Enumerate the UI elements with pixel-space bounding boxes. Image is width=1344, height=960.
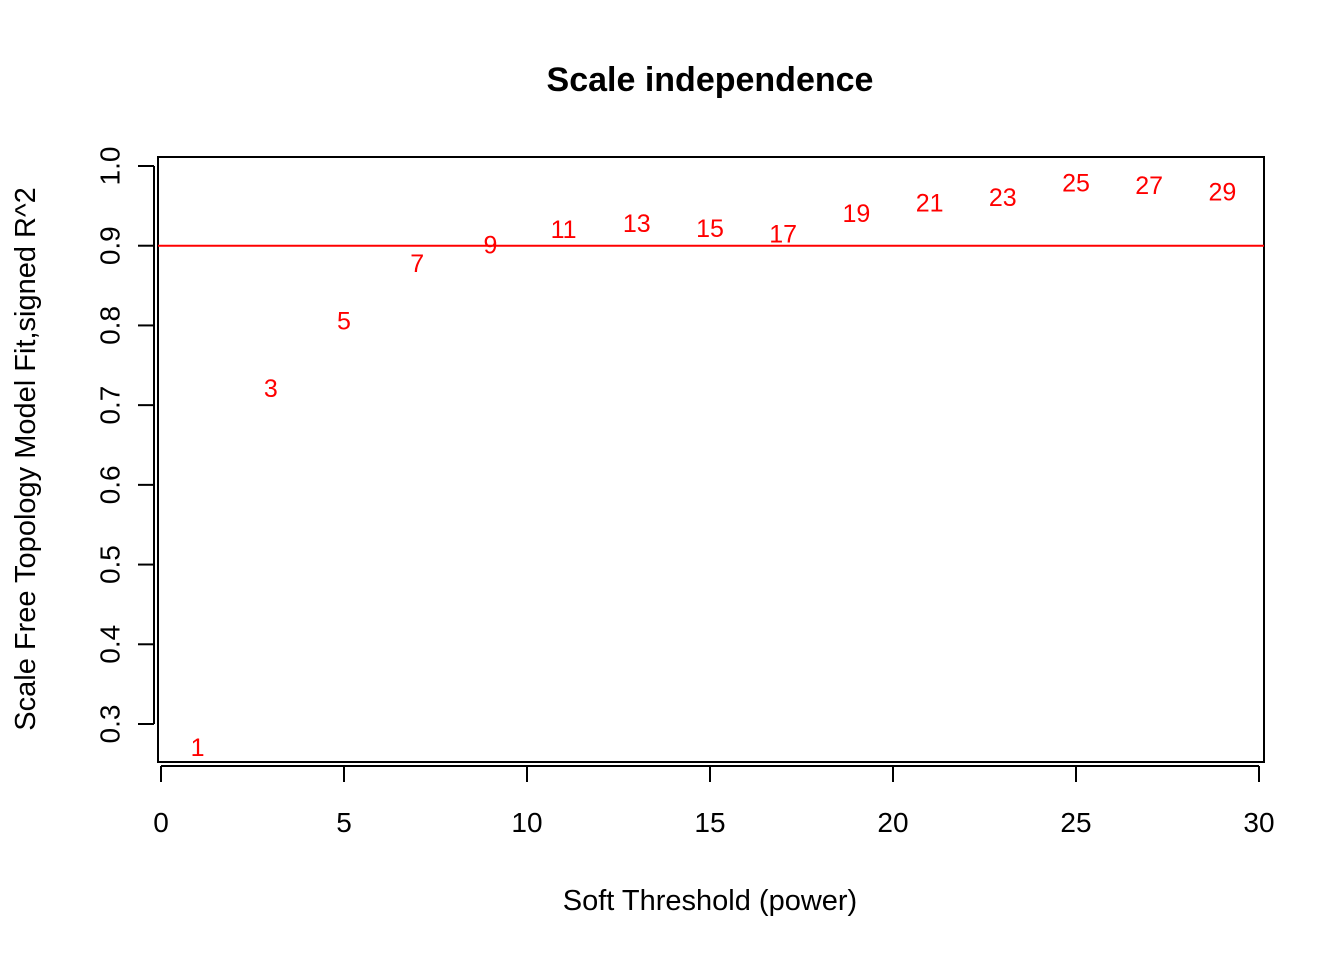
- data-point-label: 25: [1062, 170, 1090, 198]
- data-point-label: 11: [551, 216, 577, 244]
- data-point-label: 29: [1208, 178, 1236, 206]
- x-axis: 0 5 10 15 20 25 30: [153, 765, 1275, 838]
- x-tick-label: 30: [1243, 807, 1274, 838]
- chart-title: Scale independence: [547, 61, 874, 99]
- data-point-label: 17: [769, 221, 797, 249]
- data-point-label: 7: [410, 250, 424, 278]
- y-tick-label: 0.4: [95, 625, 126, 664]
- y-tick-label: 1.0: [95, 147, 126, 186]
- data-point-label: 13: [623, 210, 651, 238]
- plot-frame: [157, 156, 1265, 763]
- data-point-label: 15: [696, 215, 724, 243]
- y-tick-label: 0.5: [95, 545, 126, 584]
- data-point-label: 1: [191, 734, 205, 762]
- y-tick-label: 0.9: [95, 226, 126, 265]
- x-tick-label: 20: [877, 807, 908, 838]
- y-tick-label: 0.8: [95, 306, 126, 345]
- x-tick-label: 15: [694, 807, 725, 838]
- y-axis: 0.3 0.4 0.5 0.6 0.7 0.8 0.9 1.0: [95, 147, 155, 744]
- data-point-label: 9: [483, 232, 497, 260]
- y-axis-label: Scale Free Topology Model Fit,signed R^2: [10, 187, 42, 730]
- x-tick-label: 10: [511, 807, 542, 838]
- data-point-label: 21: [916, 189, 944, 217]
- data-point-label: 23: [989, 184, 1017, 212]
- x-tick-label: 0: [153, 807, 169, 838]
- y-tick-label: 0.3: [95, 705, 126, 744]
- data-point-label: 19: [842, 200, 870, 228]
- data-point-label: 3: [264, 375, 278, 403]
- x-tick-label: 25: [1060, 807, 1091, 838]
- x-tick-label: 5: [336, 807, 352, 838]
- y-tick-label: 0.7: [95, 386, 126, 425]
- data-point-label: 27: [1135, 172, 1163, 200]
- data-point-label: 5: [337, 307, 351, 335]
- y-tick-label: 0.6: [95, 465, 126, 504]
- x-axis-label: Soft Threshold (power): [563, 885, 857, 917]
